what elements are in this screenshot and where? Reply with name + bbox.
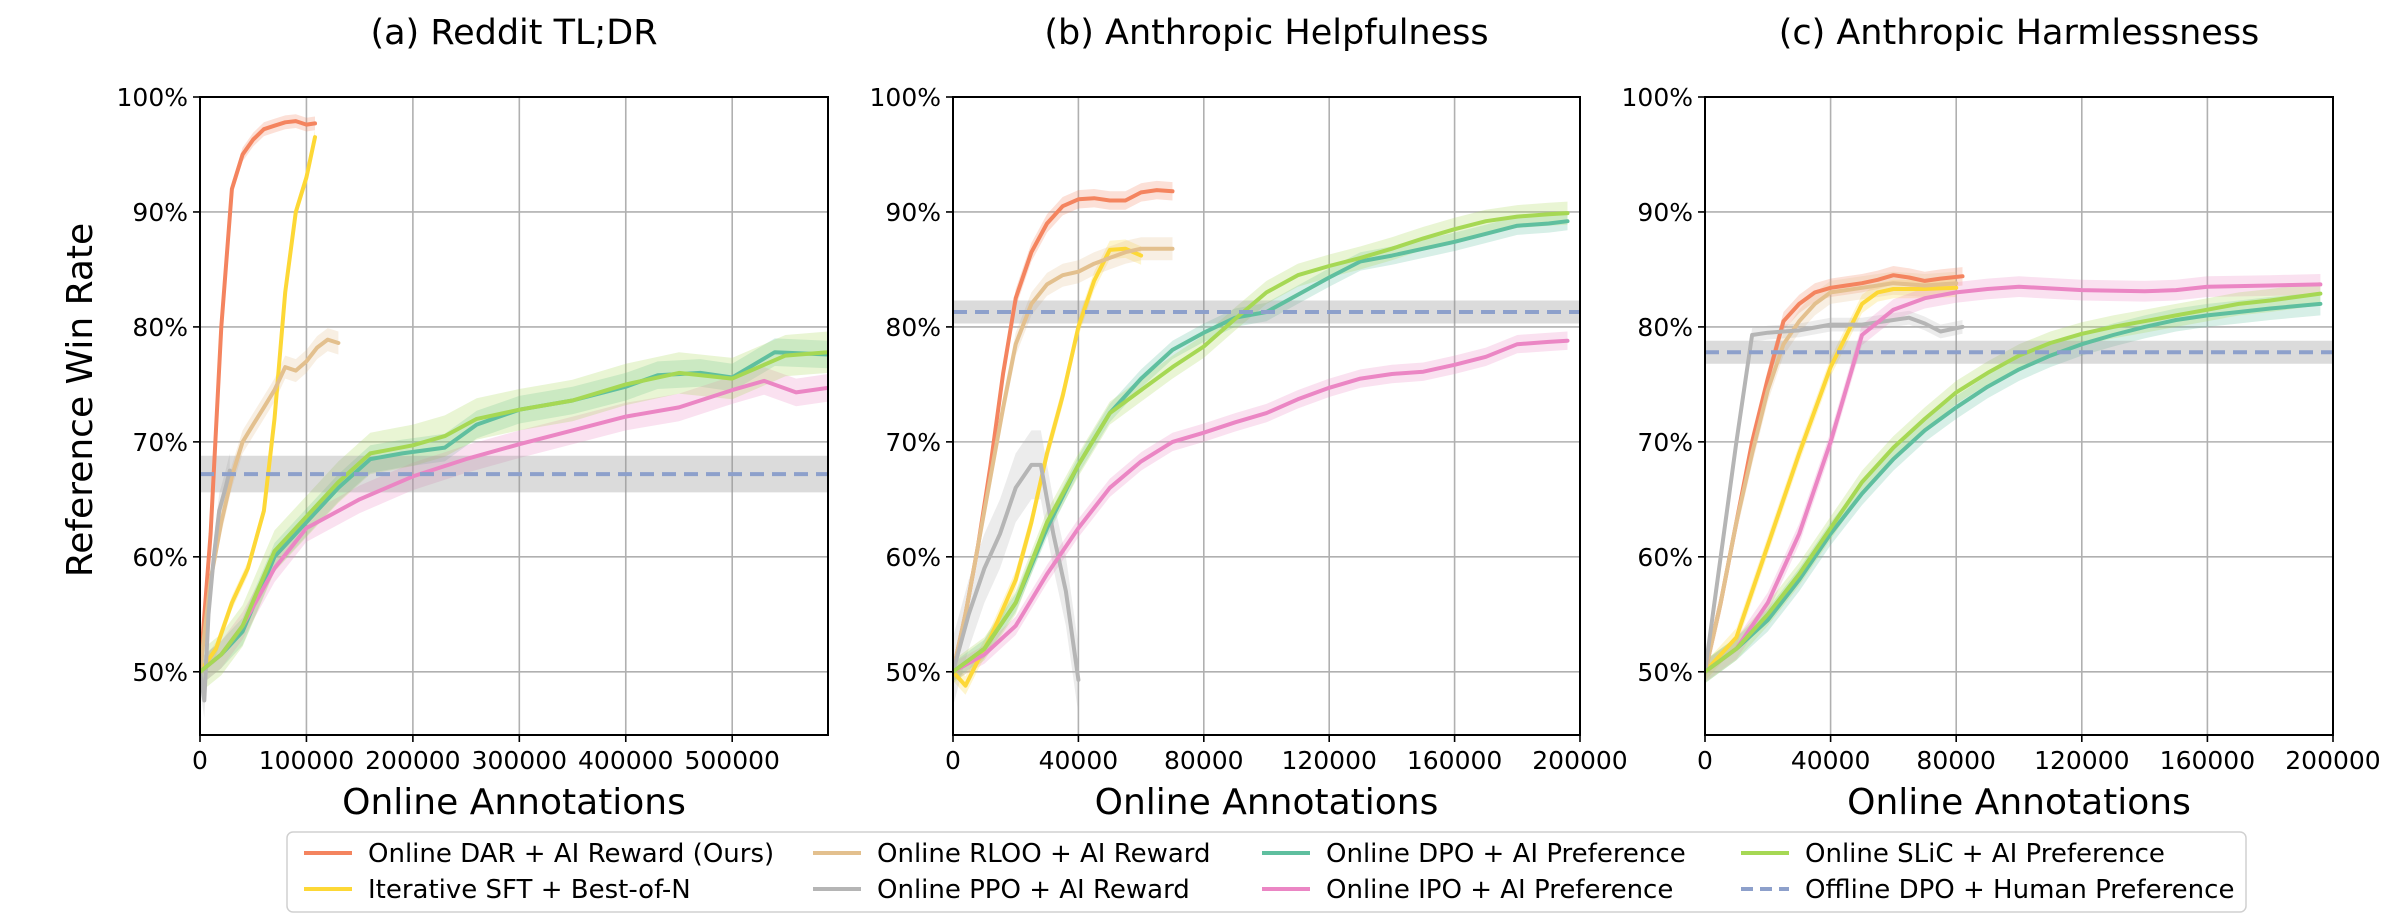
legend-label: Online SLiC + AI Preference	[1805, 839, 2165, 869]
y-tick-label: 90%	[132, 198, 188, 227]
series-line-iterative-sft-best-of-n	[200, 135, 317, 674]
y-axis-label: Reference Win Rate	[60, 223, 101, 577]
x-tick-label: 120000	[2034, 746, 2129, 775]
series-line-online-rloo-ai-reward	[1705, 281, 1959, 674]
x-tick-label: 0	[192, 746, 208, 775]
series-line-online-dar-ai-reward-ours	[200, 119, 317, 674]
y-tick-label: 100%	[1622, 83, 1693, 112]
legend-label: Iterative SFT + Best-of-N	[368, 875, 691, 905]
legend-label: Online RLOO + AI Reward	[877, 839, 1211, 869]
legend-label: Online PPO + AI Reward	[877, 875, 1190, 905]
x-tick-label: 40000	[1039, 746, 1119, 775]
legend-item-online-ipo-ai-preference: Online IPO + AI Preference	[1262, 875, 1673, 905]
x-tick-label: 40000	[1791, 746, 1871, 775]
x-tick-label: 160000	[1407, 746, 1502, 775]
x-tick-label: 300000	[472, 746, 567, 775]
y-tick-label: 60%	[1637, 543, 1693, 572]
chart-panel-2: 0 40000 80000 120000 160000 200000 50% 60% 70% 80…	[870, 13, 1628, 823]
legend-label: Online IPO + AI Preference	[1326, 875, 1673, 905]
chart-panel-1: 0 100000 200000 300000 400000 500000 50% 60% 70%…	[117, 13, 829, 823]
band-iterative-sft-best-of-n	[1705, 278, 1957, 681]
y-tick-label: 80%	[885, 313, 941, 342]
chart-title: (b) Anthropic Helpfulness	[1044, 13, 1488, 53]
y-tick-label: 100%	[870, 83, 941, 112]
y-tick-label: 80%	[132, 313, 188, 342]
legend-item-online-rloo-ai-reward: Online RLOO + AI Reward	[813, 839, 1211, 869]
y-tick-label: 100%	[117, 83, 188, 112]
legend: Online DAR + AI Reward (Ours) Iterative S…	[286, 831, 2247, 913]
y-tick-label: 90%	[1637, 198, 1693, 227]
x-tick-label: 0	[945, 746, 961, 775]
axes-frame	[199, 96, 829, 736]
legend-label: Online DPO + AI Preference	[1326, 839, 1686, 869]
series-line-iterative-sft-best-of-n	[1705, 285, 1959, 674]
x-axis-label: Online Annotations	[1095, 782, 1439, 823]
legend-item-online-ppo-ai-reward: Online PPO + AI Reward	[813, 875, 1190, 905]
chart-title: (c) Anthropic Harmlessness	[1779, 13, 2260, 53]
chart-title: (a) Reddit TL;DR	[370, 13, 657, 53]
y-tick-label: 70%	[1637, 428, 1693, 457]
band-online-ipo-ai-preference	[200, 367, 828, 686]
axes-frame	[1704, 96, 2334, 736]
band-online-dpo-ai-preference	[953, 212, 1568, 681]
series-line-online-slic-ai-preference	[200, 350, 828, 674]
y-tick-label: 50%	[1637, 658, 1693, 687]
x-tick-label: 80000	[1164, 746, 1244, 775]
y-tick-label: 70%	[885, 428, 941, 457]
series-line-online-ppo-ai-reward	[1705, 315, 1965, 674]
x-axis-label: Online Annotations	[342, 782, 686, 823]
legend-item-online-slic-ai-preference: Online SLiC + AI Preference	[1741, 839, 2165, 869]
series-line-online-ppo-ai-reward	[953, 462, 1081, 682]
x-tick-label: 80000	[1916, 746, 1996, 775]
legend-item-iterative-sft-best-of-n: Iterative SFT + Best-of-N	[304, 875, 691, 905]
y-tick-label: 80%	[1637, 313, 1693, 342]
series-line-online-ipo-ai-preference	[1705, 282, 2323, 674]
y-tick-label: 70%	[132, 428, 188, 457]
x-tick-label: 0	[1697, 746, 1713, 775]
x-axis-label: Online Annotations	[1847, 782, 2191, 823]
band-online-slic-ai-preference	[200, 331, 828, 693]
x-tick-label: 200000	[365, 746, 460, 775]
series-line-online-slic-ai-preference	[953, 211, 1570, 674]
band-online-dpo-ai-preference	[200, 338, 828, 686]
series-line-online-rloo-ai-reward	[200, 337, 341, 674]
x-tick-label: 160000	[2160, 746, 2255, 775]
x-tick-label: 200000	[1532, 746, 1627, 775]
legend-item-online-dar-ai-reward-ours: Online DAR + AI Reward (Ours)	[304, 839, 774, 869]
legend-label: Online DAR + AI Reward (Ours)	[368, 839, 774, 869]
x-tick-label: 400000	[578, 746, 673, 775]
band-online-slic-ai-preference	[1705, 282, 2321, 684]
series-line-online-rloo-ai-reward	[953, 246, 1175, 674]
series-line-online-dpo-ai-preference	[1705, 301, 2323, 674]
series-line-online-ipo-ai-preference	[953, 338, 1570, 674]
series-line-online-ipo-ai-preference	[200, 378, 828, 674]
chart-panel-3: 0 40000 80000 120000 160000 200000 50% 60% 70% 80…	[1622, 13, 2381, 823]
x-tick-label: 120000	[1281, 746, 1376, 775]
axes-frame	[952, 96, 1581, 736]
y-tick-label: 90%	[885, 198, 941, 227]
plot-area	[200, 114, 828, 718]
y-tick-label: 60%	[132, 543, 188, 572]
x-tick-label: 100000	[259, 746, 354, 775]
series-line-online-slic-ai-preference	[1705, 291, 2323, 674]
y-tick-label: 60%	[885, 543, 941, 572]
legend-label: Offline DPO + Human Preference	[1805, 875, 2234, 905]
chart-panels: 0 100000 200000 300000 400000 50000050%60%70%…	[117, 13, 2381, 823]
y-tick-label: 50%	[132, 658, 188, 687]
x-tick-label: 500000	[684, 746, 779, 775]
series-line-online-dpo-ai-preference	[200, 350, 828, 674]
plot-area	[953, 180, 1580, 715]
plot-area	[1705, 266, 2333, 684]
x-tick-label: 200000	[2285, 746, 2380, 775]
band-online-dpo-ai-preference	[1705, 292, 2321, 684]
series-line-online-ppo-ai-reward	[200, 468, 232, 703]
legend-item-online-dpo-ai-preference: Online DPO + AI Preference	[1262, 839, 1686, 869]
legend-item-offline-dpo-human-preference: Offline DPO + Human Preference	[1741, 875, 2234, 905]
y-tick-label: 50%	[885, 658, 941, 687]
